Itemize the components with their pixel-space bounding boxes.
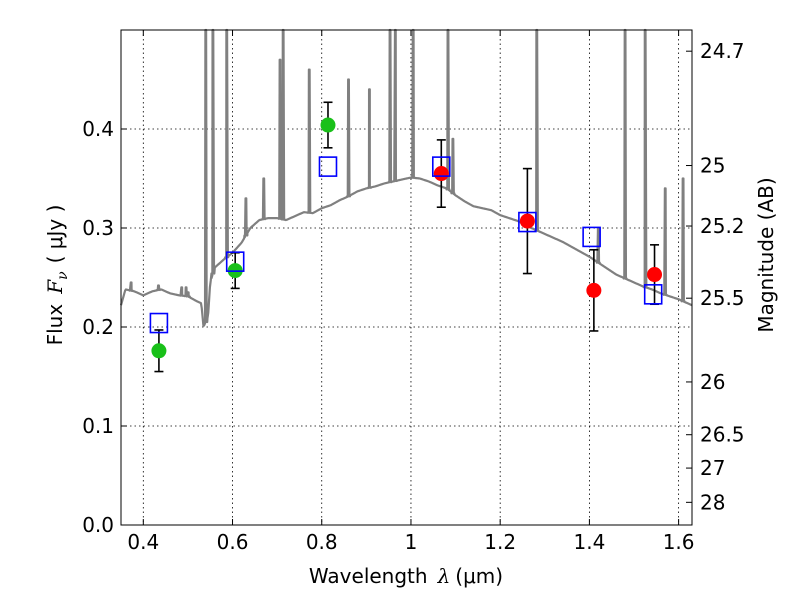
x-tick-label: 0.8: [306, 530, 338, 554]
y-tick-label: 0.1: [82, 414, 114, 438]
data-points: [151, 117, 663, 359]
observed-green-point: [151, 343, 167, 359]
y-tick-label: 0.3: [82, 216, 114, 240]
observed-red-point: [647, 267, 663, 283]
y2-tick-label: 26.5: [700, 423, 745, 447]
model-photometry-point: [149, 312, 169, 334]
model-photometry-point: [518, 211, 537, 233]
x-tick-label: 1.2: [484, 530, 516, 554]
x-tick-label: 0.6: [217, 530, 249, 554]
observed-red-point: [586, 282, 602, 298]
plot-frame: [120, 29, 693, 526]
model-spectrum-line: [119, 28, 693, 327]
y-tick-label: 0.2: [82, 315, 114, 339]
y-tick-label: 0.4: [82, 117, 114, 141]
y2-tick-label: 27: [700, 456, 725, 480]
ticks: 0.4 0.6 0.8 1 1.2 1.4 1.6 0.0 0.1 0.2 0.3 0.4 24.7 25…: [82, 30, 745, 554]
y2-tick-label: 28: [700, 490, 725, 514]
observed-green-point: [320, 117, 336, 133]
model-photometry-point: [582, 226, 601, 248]
y2-tick-label: 25.5: [700, 286, 745, 310]
model-photometry-points: [149, 156, 663, 334]
y2-tick-label: 25: [700, 154, 725, 178]
model-photometry-point: [225, 251, 245, 272]
x-tick-label: 1: [405, 530, 418, 554]
y2-tick-label: 25.2: [700, 214, 745, 238]
x-tick-label: 0.4: [127, 530, 159, 554]
y-tick-label: 0.0: [82, 513, 114, 537]
observed-red-point: [519, 213, 535, 229]
x-tick-label: 1.6: [663, 530, 695, 554]
y2-axis-label: Magnitude (AB): [754, 177, 778, 332]
model-photometry-point: [318, 156, 338, 177]
observed-red-point: [433, 166, 449, 182]
y-axis-label: FluxFν( μJy ): [43, 205, 71, 346]
x-axis-label: Wavelength λ (μm): [309, 564, 503, 588]
model-photometry-point: [431, 156, 451, 177]
model-photometry-point: [643, 284, 663, 305]
model-spectrum-layer: [119, 28, 693, 327]
y2-tick-label: 26: [700, 370, 725, 394]
x-tick-label: 1.4: [573, 530, 605, 554]
y2-tick-label: 24.7: [700, 39, 745, 63]
